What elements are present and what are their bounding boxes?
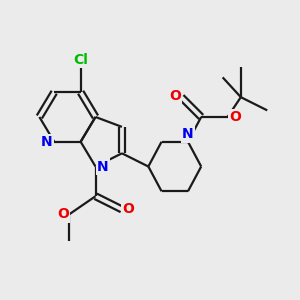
Text: O: O xyxy=(57,207,69,221)
Text: O: O xyxy=(122,202,134,216)
Text: Cl: Cl xyxy=(73,53,88,67)
Text: O: O xyxy=(229,110,241,124)
Text: N: N xyxy=(41,135,53,149)
Text: O: O xyxy=(169,89,181,103)
Text: N: N xyxy=(97,160,109,173)
Text: N: N xyxy=(182,128,194,142)
